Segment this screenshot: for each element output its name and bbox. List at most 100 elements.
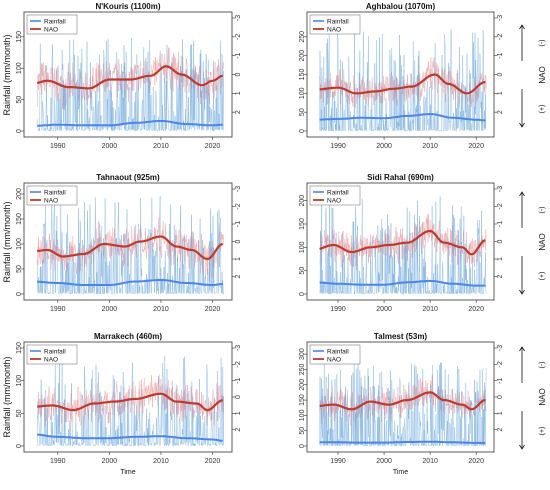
y-tick-label: 0 (16, 292, 23, 296)
x-tick-label: 2000 (102, 143, 118, 150)
legend-label-rainfall: Rainfall (327, 348, 349, 355)
x-tick-label: 2000 (376, 143, 392, 150)
y2-tick-label: 2 (235, 428, 242, 432)
y-tick-label: 150 (299, 394, 306, 406)
y2-tick-label: -2 (235, 34, 242, 40)
y2-tick-label: 1 (235, 91, 242, 95)
x-axis-label: Time (120, 469, 135, 476)
legend-label-rainfall: Rainfall (327, 189, 349, 196)
chart-panel: Aghbalou (1070m) 0 50 100 150 200 250 -3 -2 -1 0 1 2… (299, 2, 504, 150)
y-tick-label: 150 (16, 31, 23, 43)
x-tick-label: 2000 (102, 458, 118, 465)
y2-tick-label: 1 (497, 411, 504, 415)
y2-tick-label: 2 (235, 110, 242, 114)
y-tick-label: 0 (299, 292, 306, 296)
y2-tick-label: 1 (497, 91, 504, 95)
rainfall-trend-line (319, 112, 486, 122)
nao-side-label: NAO (538, 388, 547, 405)
nao-side-label: NAO (538, 233, 547, 250)
x-tick-label: 1990 (330, 306, 346, 313)
rainfall-trend-line (37, 120, 223, 127)
y-tick-label: 200 (299, 379, 306, 391)
y-tick-label: 200 (299, 195, 306, 207)
nao-plus-label: (+) (539, 272, 546, 281)
x-tick-label: 2020 (205, 143, 221, 150)
legend-label-rainfall: Rainfall (44, 348, 66, 355)
y-tick-label: 0 (299, 129, 306, 133)
y-tick-label: 100 (299, 87, 306, 99)
rainfall-trend-line (37, 433, 223, 442)
y2-tick-label: 0 (235, 395, 242, 399)
arrow-head-up-icon (519, 346, 525, 352)
chart-title: Talmest (53m) (374, 332, 428, 341)
y-tick-label: 150 (299, 69, 306, 81)
y2-tick-label: 1 (497, 257, 504, 261)
y2-tick-label: -3 (497, 345, 504, 351)
y-axis-label: Rainfall (mm/month) (2, 34, 12, 115)
y-tick-label: 100 (299, 409, 306, 421)
y-tick-label: 100 (16, 375, 23, 387)
plot-area (36, 194, 224, 295)
y2-tick-label: 0 (497, 395, 504, 399)
y-axis-label: Rainfall (mm/month) (2, 201, 12, 282)
x-tick-label: 2010 (153, 143, 169, 150)
legend-label-rainfall: Rainfall (44, 189, 66, 196)
y-tick-label: 0 (299, 444, 306, 448)
y2-tick-label: -2 (497, 203, 504, 209)
x-tick-label: 1990 (50, 306, 66, 313)
nao-trend-line (37, 392, 223, 412)
y2-tick-label: -3 (235, 15, 242, 21)
x-tick-label: 2020 (468, 306, 484, 313)
rainfall-trend-line (319, 279, 486, 287)
y2-tick-label: -1 (235, 377, 242, 383)
nao-minus-label: (-) (539, 207, 546, 214)
x-tick-label: 1990 (50, 143, 66, 150)
legend-label-rainfall: Rainfall (44, 18, 66, 25)
nao-trend-line (319, 229, 486, 256)
y-tick-label: 100 (16, 62, 23, 74)
y2-tick-label: 1 (235, 257, 242, 261)
chart-title: N'Kouris (1100m) (95, 2, 160, 11)
plot-area (36, 355, 224, 447)
chart-title: Tahnaout (925m) (96, 173, 160, 182)
nao-annotation: NAO (-) (+) (519, 24, 547, 128)
y-tick-label: 50 (16, 409, 23, 417)
x-tick-label: 1990 (330, 143, 346, 150)
y2-tick-label: -2 (235, 203, 242, 209)
rainfall-monthly-line (36, 355, 224, 447)
legend-label-nao: NAO (44, 356, 58, 363)
chart-panel: Marrakech (460m) 0 50 100 150 -3 -2 -1 0 1 2 1990 20… (16, 332, 242, 476)
y2-tick-label: -1 (497, 377, 504, 383)
y-tick-label: 50 (299, 108, 306, 116)
nao-side-label: NAO (538, 66, 547, 83)
y-tick-label: 250 (299, 31, 306, 43)
rainfall-monthly-line (319, 358, 487, 447)
y2-tick-label: -2 (235, 361, 242, 367)
y-tick-label: 150 (16, 342, 23, 354)
y2-tick-label: 2 (497, 428, 504, 432)
nao-annotation: NAO (-) (+) (519, 191, 547, 295)
y2-tick-label: 2 (497, 274, 504, 278)
x-tick-label: 2010 (422, 306, 438, 313)
y2-tick-label: 1 (235, 411, 242, 415)
y-tick-label: 0 (16, 444, 23, 448)
legend-label-nao: NAO (327, 356, 341, 363)
legend-label-nao: NAO (327, 26, 341, 33)
arrow-head-up-icon (519, 191, 525, 197)
nao-minus-label: (-) (539, 362, 546, 369)
y2-tick-label: 0 (497, 239, 504, 243)
y-tick-label: 200 (16, 188, 23, 200)
x-tick-label: 2000 (102, 306, 118, 313)
x-tick-label: 2020 (468, 143, 484, 150)
x-tick-label: 2000 (376, 458, 392, 465)
rainfall-monthly-line (36, 194, 224, 295)
y2-tick-label: -1 (235, 221, 242, 227)
y-tick-label: 100 (16, 238, 23, 250)
chart-title: Sidi Rahal (690m) (367, 173, 434, 182)
